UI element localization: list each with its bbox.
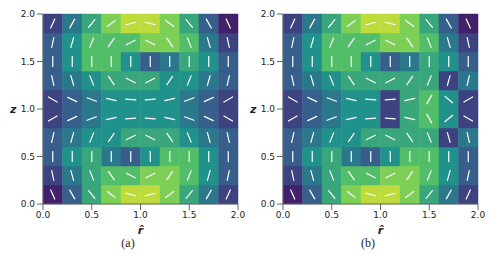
svg-text:0.5: 0.5 (85, 210, 99, 220)
svg-text:2.0: 2.0 (471, 210, 486, 220)
svg-text:0.5: 0.5 (21, 152, 35, 162)
svg-text:0.5: 0.5 (325, 210, 339, 220)
svg-text:2.0: 2.0 (261, 9, 276, 19)
svg-text:1.0: 1.0 (21, 104, 36, 114)
svg-text:r̂: r̂ (378, 224, 384, 234)
svg-text:2.0: 2.0 (231, 210, 246, 220)
svg-text:1.5: 1.5 (422, 210, 436, 220)
svg-text:1.0: 1.0 (133, 210, 148, 220)
svg-text:1.5: 1.5 (21, 57, 35, 67)
svg-text:0.0: 0.0 (261, 199, 276, 209)
svg-text:0.0: 0.0 (276, 210, 291, 220)
svg-text:z: z (249, 103, 257, 116)
svg-text:0.0: 0.0 (36, 210, 51, 220)
svg-text:0.5: 0.5 (261, 152, 275, 162)
svg-text:1.0: 1.0 (373, 210, 388, 220)
svg-text:r̂: r̂ (138, 224, 144, 234)
svg-text:1.0: 1.0 (261, 104, 276, 114)
html-text:(a): (a) (121, 236, 135, 250)
svg-text:1.5: 1.5 (261, 57, 275, 67)
svg-text:1.5: 1.5 (182, 210, 196, 220)
svg-text:2.0: 2.0 (21, 9, 36, 19)
html-text:(b): (b) (361, 236, 375, 250)
svg-text:0.0: 0.0 (21, 199, 36, 209)
svg-text:z: z (9, 103, 17, 116)
